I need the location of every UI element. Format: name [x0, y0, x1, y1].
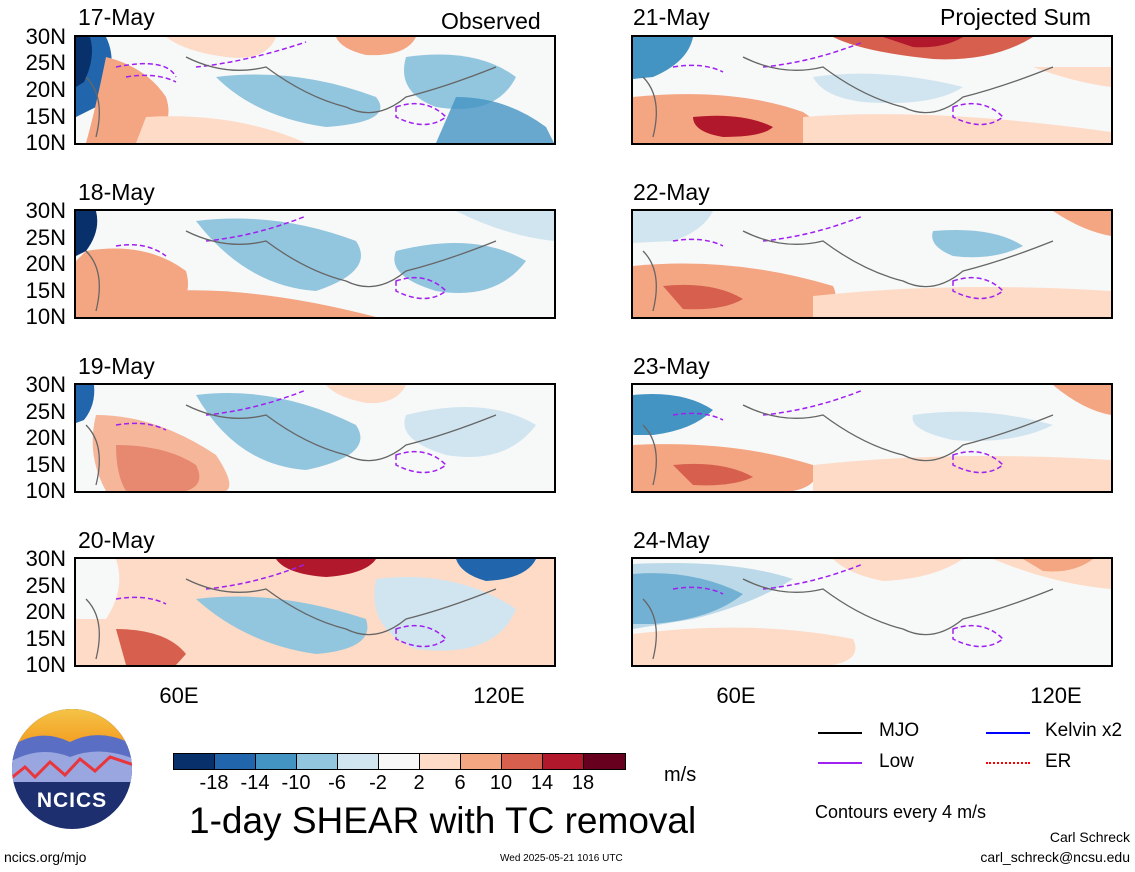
lon-label-120e-right: 120E	[1030, 683, 1082, 708]
colorbar-tick-label: 18	[571, 772, 595, 794]
lat-label: 25N	[25, 50, 66, 75]
lat-label: 25N	[25, 573, 66, 598]
colorbar-cell	[214, 753, 256, 770]
legend-line-er	[986, 762, 1030, 764]
legend-line-mjo	[818, 732, 862, 734]
lon-label-60e-right: 60E	[716, 683, 756, 708]
legend-line-low	[818, 762, 862, 764]
colorbar-cell	[542, 753, 584, 770]
colorbar-cell	[419, 753, 461, 770]
colorbar-tick-label: -18	[199, 772, 229, 794]
lat-label: 30N	[25, 24, 66, 49]
map-panel-projected-2	[631, 209, 1113, 319]
lat-label: 10N	[25, 478, 66, 503]
colorbar-tick-label: 14	[530, 772, 554, 794]
panel-date-left-2: 18-May	[78, 179, 155, 205]
author-name: Carl Schreck	[1049, 829, 1130, 845]
lat-label: 25N	[25, 399, 66, 424]
colorbar-cell	[378, 753, 420, 770]
author-email[interactable]: carl_schreck@ncsu.edu	[980, 849, 1130, 865]
lat-label: 15N	[25, 626, 66, 651]
colorbar-cell	[296, 753, 338, 770]
lat-label: 15N	[25, 104, 66, 129]
legend-line-kelvin	[986, 732, 1030, 734]
lat-label: 10N	[25, 304, 66, 329]
map-panel-observed-3	[74, 383, 556, 493]
panel-date-right-2: 22-May	[633, 179, 710, 205]
projected-sum-label: Projected Sum	[940, 4, 1091, 30]
lat-label: 30N	[25, 198, 66, 223]
timestamp: Wed 2025-05-21 1016 UTC	[500, 853, 623, 864]
lon-label-120e-left: 120E	[473, 683, 525, 708]
ncics-logo-text: NCICS	[36, 789, 108, 812]
ncics-logo: NCICS	[10, 707, 134, 831]
lat-label: 20N	[25, 599, 66, 624]
colorbar-tick-label: 10	[489, 772, 513, 794]
colorbar-cell	[460, 753, 502, 770]
lat-label: 10N	[25, 130, 66, 155]
legend-label-low: Low	[879, 751, 914, 772]
legend-label-mjo: MJO	[879, 720, 920, 741]
colorbar-cell	[501, 753, 543, 770]
map-panel-projected-1	[631, 35, 1113, 145]
colorbar-unit: m/s	[664, 764, 697, 786]
lat-label: 20N	[25, 425, 66, 450]
colorbar-tick-label: 2	[413, 772, 425, 794]
lon-label-60e-left: 60E	[159, 683, 199, 708]
map-panel-projected-3	[631, 383, 1113, 493]
map-panel-observed-1	[74, 35, 556, 145]
map-panel-projected-4	[631, 557, 1113, 667]
colorbar-tick-label: -2	[369, 772, 387, 794]
panel-date-right-1: 21-May	[633, 4, 710, 30]
lat-label: 30N	[25, 372, 66, 397]
colorbar-tick-label: -10	[281, 772, 311, 794]
observed-label: Observed	[441, 8, 541, 34]
lat-label: 25N	[25, 225, 66, 250]
colorbar-cell	[173, 753, 215, 770]
contours-note: Contours every 4 m/s	[815, 802, 987, 822]
panel-date-right-4: 24-May	[633, 527, 710, 553]
colorbar-cell	[337, 753, 379, 770]
lat-label: 10N	[25, 652, 66, 677]
colorbar-cell	[583, 753, 626, 770]
colorbar-tick-label: -6	[328, 772, 346, 794]
figure-title: 1-day SHEAR with TC removal	[189, 800, 697, 841]
legend-label-kelvin: Kelvin x2	[1045, 720, 1123, 741]
lat-label: 15N	[25, 278, 66, 303]
panel-date-right-3: 23-May	[633, 353, 710, 379]
colorbar-cell	[255, 753, 297, 770]
panel-date-left-4: 20-May	[78, 527, 155, 553]
lat-label: 20N	[25, 251, 66, 276]
lat-label: 30N	[25, 546, 66, 571]
lat-label: 20N	[25, 77, 66, 102]
lat-label: 15N	[25, 452, 66, 477]
legend-label-er: ER	[1045, 751, 1072, 772]
colorbar-tick-label: 6	[454, 772, 466, 794]
map-panel-observed-2	[74, 209, 556, 319]
panel-date-left-3: 19-May	[78, 353, 155, 379]
map-panel-observed-4	[74, 557, 556, 667]
colorbar-tick-label: -14	[240, 772, 270, 794]
source-url[interactable]: ncics.org/mjo	[4, 849, 87, 865]
panel-date-left-1: 17-May	[78, 4, 155, 30]
